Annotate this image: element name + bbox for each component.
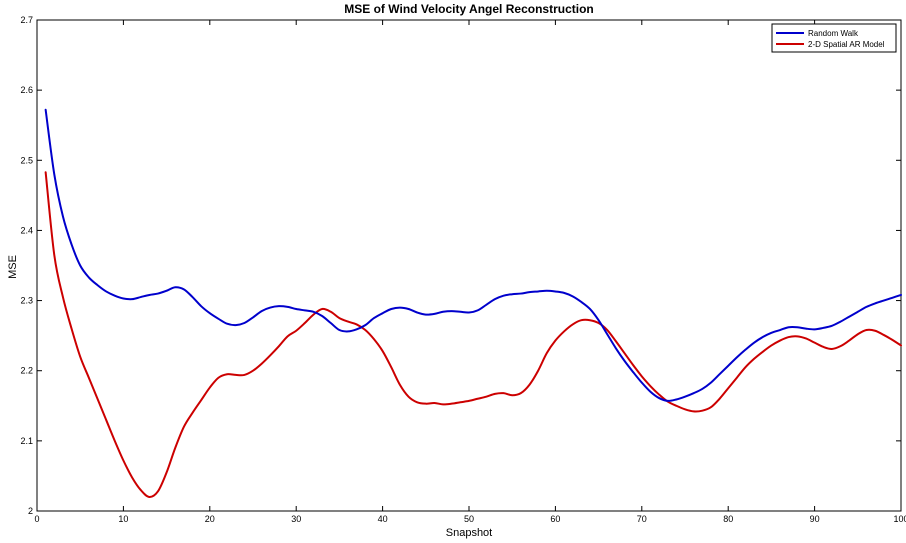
x-tick-label: 60 [550,514,560,524]
x-tick-label: 40 [378,514,388,524]
y-tick-label: 2 [28,506,33,516]
legend: Random Walk 2-D Spatial AR Model [771,23,897,53]
x-axis-label: Snapshot [446,527,492,539]
y-tick-label: 2.5 [20,155,33,165]
x-tick-label: 90 [810,514,820,524]
x-tick-label: 0 [34,514,39,524]
series-line-2-d-spatial-ar-model [44,171,902,498]
x-tick-label: 80 [723,514,733,524]
x-tick-label: 70 [637,514,647,524]
y-tick-label: 2.1 [20,436,33,446]
legend-label-2-d-spatial-ar-model: 2-D Spatial AR Model [808,40,885,49]
y-tick-label: 2.6 [20,85,33,95]
legend-label-random-walk: Random Walk [808,29,859,38]
chart-title: MSE of Wind Velocity Angel Reconstructio… [344,2,593,16]
y-tick-label: 2.3 [20,296,33,306]
x-tick-label: 20 [205,514,215,524]
legend-box [771,23,897,53]
x-tick-label: 100 [893,514,906,524]
plot-area [36,19,902,512]
y-tick-label: 2.7 [20,15,33,25]
x-tick-label: 10 [118,514,128,524]
y-tick-label: 2.4 [20,225,33,235]
x-tick-label: 30 [291,514,301,524]
y-tick-label: 2.2 [20,366,33,376]
x-tick-label: 50 [464,514,474,524]
series-lines [44,108,902,498]
y-axis-label: MSE [7,255,19,279]
series-line-random-walk [44,108,902,402]
